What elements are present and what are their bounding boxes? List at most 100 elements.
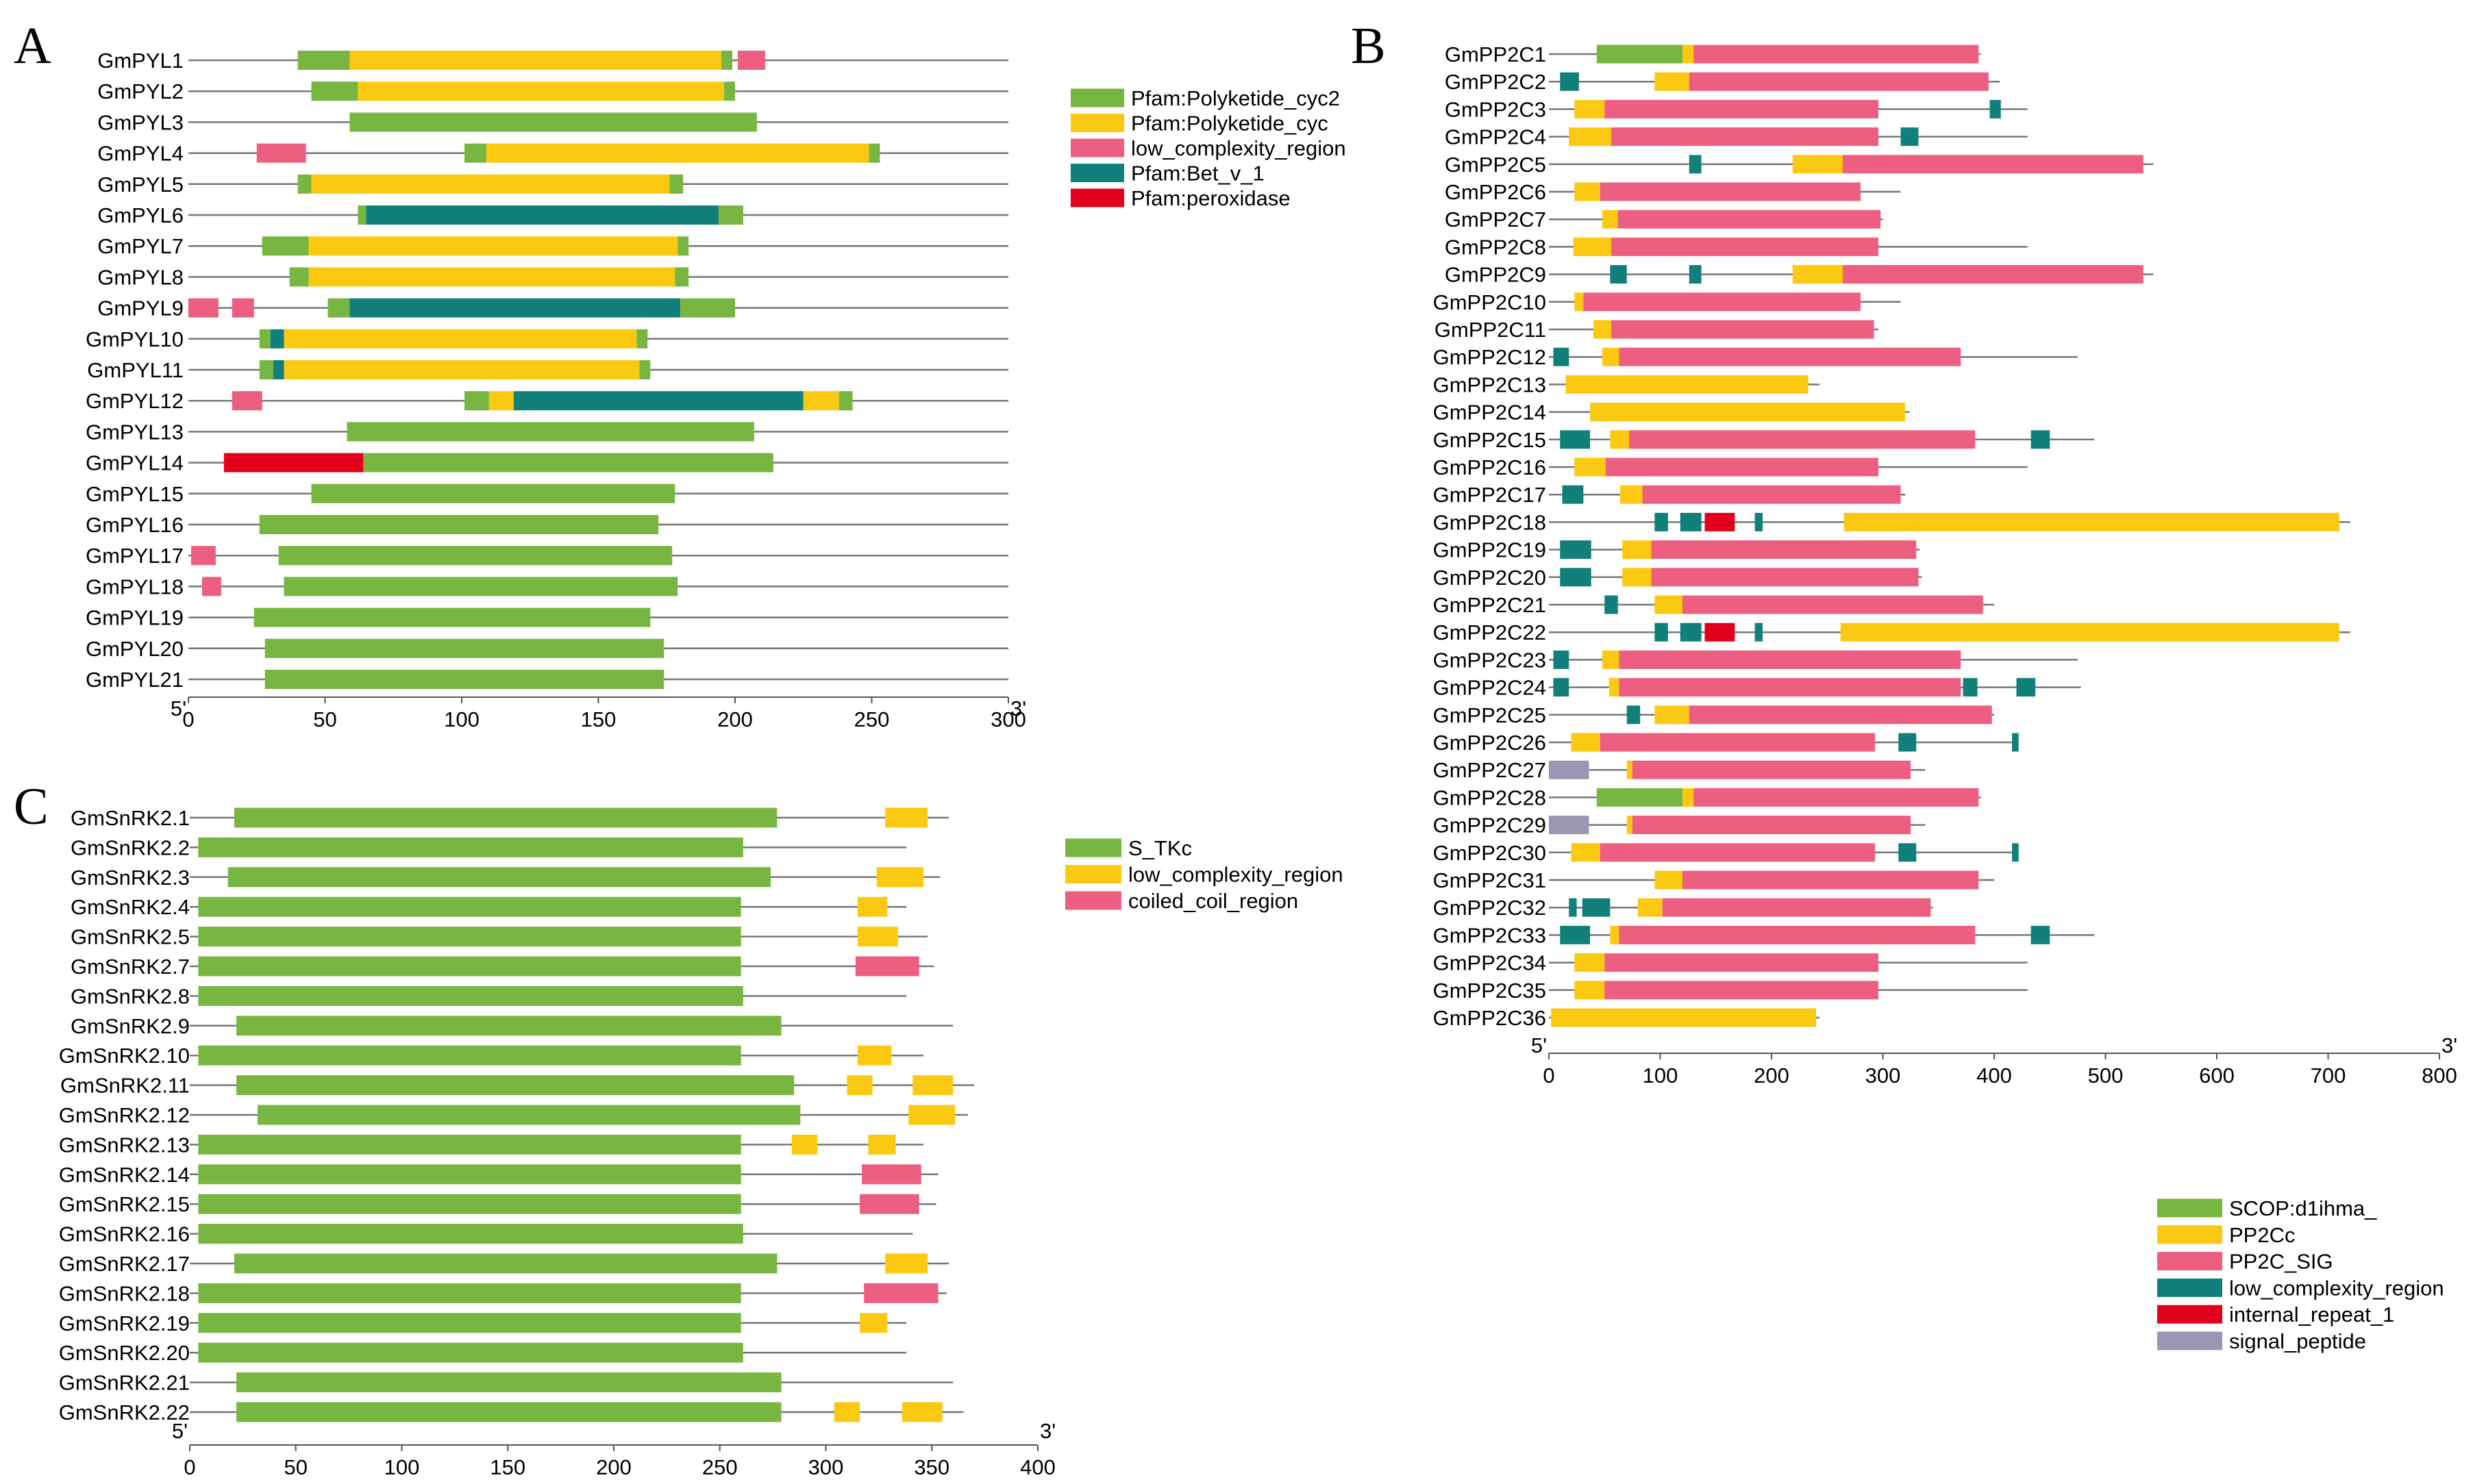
gene-row: GmSnRK2.11 — [60, 1074, 975, 1098]
gene-row: GmPYL16 — [86, 513, 1008, 537]
gene-label: GmPP2C12 — [1433, 345, 1546, 369]
domain-bar-green — [236, 1075, 795, 1096]
domain-bar-teal — [1680, 622, 1702, 642]
gene-row: GmSnRK2.4 — [71, 895, 907, 919]
gene-label: GmSnRK2.1 — [71, 806, 190, 830]
tick-label: 500 — [2088, 1064, 2124, 1087]
legend-swatch — [1071, 114, 1124, 132]
legend-label: signal_peptide — [2229, 1329, 2366, 1353]
tick-label: 150 — [490, 1455, 525, 1479]
domain-bar-green — [678, 236, 689, 256]
legend-label: Pfam:peroxidase — [1131, 186, 1291, 210]
domain-bar-yellow — [1792, 155, 1843, 174]
gene-label: GmPYL12 — [86, 389, 184, 413]
gene-label: GmPP2C24 — [1433, 676, 1546, 700]
domain-bar-pink — [1604, 953, 1878, 972]
gene-row: GmPP2C30 — [1433, 841, 2019, 865]
domain-bar-pink — [1604, 99, 1878, 118]
gene-row: GmPYL4 — [97, 142, 1008, 166]
legend: SCOP:d1ihma_ PP2Cc PP2C_SIGlow_complexity_… — [2157, 1196, 2444, 1353]
five-prime-label: 5' — [171, 696, 186, 720]
tick-label: 0 — [182, 707, 194, 731]
tick-label: 300 — [808, 1455, 844, 1479]
domain-bar-green — [327, 298, 350, 318]
gene-row: GmPP2C2 — [1445, 70, 2000, 94]
domain-bar-pink — [1843, 265, 2143, 284]
legend-label: low_complexity_region — [1131, 136, 1346, 160]
legend-swatch — [1071, 188, 1124, 207]
gene-row: GmPYL2 — [97, 79, 1008, 103]
gene-row: GmPYL11 — [87, 358, 1008, 382]
panel-letter: A — [14, 17, 51, 75]
domain-bar-yellow — [284, 360, 640, 379]
tick-label: 0 — [1543, 1064, 1554, 1087]
domain-bar-yellow — [857, 1045, 892, 1066]
domain-bar-yellow — [803, 391, 839, 411]
gene-label: GmPYL9 — [97, 297, 184, 320]
tick-label: 400 — [1020, 1455, 1056, 1479]
legend-label: SCOP:d1ihma_ — [2229, 1196, 2377, 1220]
tick-label: 50 — [284, 1455, 308, 1479]
domain-bar-green — [227, 867, 771, 888]
domain-bar-green — [724, 81, 735, 101]
domain-bar-teal — [2012, 733, 2019, 752]
gene-row: GmPP2C26 — [1433, 731, 2019, 755]
domain-bar-pink — [1689, 705, 1992, 725]
domain-bar-teal — [1680, 512, 1702, 531]
gene-row: GmPP2C3 — [1445, 97, 2028, 121]
domain-bar-pink — [1619, 678, 1961, 697]
gene-label: GmPYL13 — [86, 420, 184, 444]
gene-label: GmSnRK2.16 — [59, 1222, 190, 1246]
domain-bar-yellow — [311, 174, 670, 194]
domain-bar-teal — [1654, 622, 1668, 642]
domain-bar-yellow — [847, 1075, 873, 1096]
three-prime-label: 3' — [2441, 1033, 2457, 1057]
gene-row: GmPP2C23 — [1433, 648, 2078, 672]
tick-label: 250 — [702, 1455, 738, 1479]
legend-swatch — [2157, 1278, 2222, 1297]
domain-bar-pink — [1600, 843, 1876, 862]
domain-bar-green — [297, 174, 312, 194]
domain-bar-yellow — [1620, 485, 1643, 504]
gene-label: GmPYL7 — [97, 234, 184, 258]
gene-label: GmSnRK2.4 — [71, 895, 190, 919]
domain-bar-teal — [1560, 925, 1591, 944]
domain-bar-teal — [1963, 678, 1978, 697]
gene-label: GmSnRK2.14 — [59, 1163, 190, 1187]
gene-row: GmSnRK2.19 — [59, 1311, 907, 1335]
gene-row: GmPP2C31 — [1433, 868, 1994, 892]
domain-bar-yellow — [1608, 678, 1619, 697]
domain-bar-yellow — [868, 1134, 896, 1155]
gene-row: GmPP2C29 — [1433, 814, 1926, 838]
domain-bar-pink — [737, 51, 765, 70]
gene-row: GmPYL10 — [86, 327, 1008, 351]
domain-bar-green — [198, 1045, 741, 1066]
domain-bar-gray — [1549, 760, 1589, 779]
gene-label: GmPP2C22 — [1433, 620, 1546, 644]
domain-bar-green — [639, 360, 651, 379]
domain-bar-pink — [256, 143, 306, 163]
gene-label: GmPP2C32 — [1433, 896, 1546, 920]
domain-bar-pink — [1604, 981, 1878, 1000]
gene-row: GmPP2C24 — [1433, 676, 2081, 700]
domain-bar-green — [236, 1402, 782, 1422]
legend: Pfam:Polyketide_cyc2Pfam:Polyketide_cycl… — [1071, 86, 1346, 210]
gene-label: GmPP2C3 — [1445, 97, 1546, 121]
gene-label: GmPYL6 — [97, 203, 184, 227]
domain-bar-pink — [855, 956, 919, 977]
gene-row: GmPP2C12 — [1433, 345, 2078, 369]
gene-row: GmPP2C21 — [1433, 593, 1994, 617]
gene-row: GmSnRK2.21 — [59, 1371, 954, 1395]
gene-row: GmSnRK2.5 — [71, 925, 928, 949]
domain-bar-green — [236, 1016, 782, 1036]
domain-bar-green — [198, 1164, 741, 1185]
domain-bar-green — [264, 670, 664, 689]
tick-label: 400 — [1976, 1064, 2012, 1087]
gene-label: GmPP2C2 — [1445, 70, 1546, 94]
gene-label: GmPP2C14 — [1433, 401, 1546, 425]
domain-bar-yellow — [284, 329, 637, 349]
domain-bar-green — [198, 985, 743, 1006]
domain-bar-pink — [1632, 760, 1911, 779]
gene-label: GmPP2C4 — [1445, 125, 1546, 149]
